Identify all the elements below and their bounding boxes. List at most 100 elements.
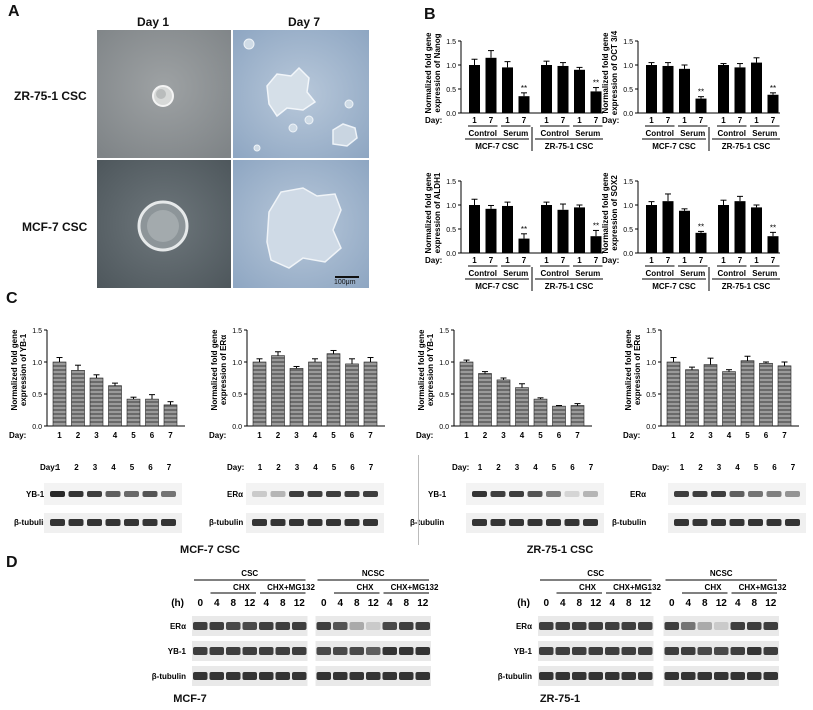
day-tick: 7 [368,431,373,440]
bar [541,65,552,113]
time-label: 12 [417,598,429,609]
blot-band [316,622,331,630]
blot-band-target [546,491,561,497]
bar [734,201,746,253]
y-tick-label: 0.0 [32,424,42,431]
time-label: 4 [685,598,691,609]
blot-band [681,672,696,680]
blot-band-loading [252,519,267,526]
blot-band [621,647,636,655]
blot-band-loading [564,519,580,526]
y-tick-label: 0.0 [623,111,633,118]
blot-band [275,672,290,680]
y-axis-label-line2: expression of YB-1 [19,333,28,406]
bar [518,96,530,113]
blot-band-loading [785,519,800,526]
bar [662,201,674,253]
group-label: NCSC [710,569,733,578]
y-axis-label-line1: Normalized fold gene [624,329,633,410]
time-unit-label: (h) [171,598,184,609]
cell-line-label: MCF-7 CSC [475,142,519,151]
bar [695,98,707,113]
row-label-zr751: ZR-75-1 CSC [14,89,87,103]
chart-oct34: 0.0 0.5 1.0 1.5 Normalized fold gene expressi… [601,30,780,151]
day-tick: 2 [690,431,695,440]
day-tick: 1 [671,431,676,440]
blot-row-label: β-tubulin [152,672,186,681]
day-tick: 1 [649,116,654,125]
bar [459,361,474,427]
day-tick: 2 [483,431,488,440]
day-tick: 7 [522,116,527,125]
day-tick: 7 [771,256,776,265]
blot-band [730,672,745,680]
day-label: Day: [425,116,442,125]
blot-day-tick: 4 [735,463,740,472]
treatment-label: CHX+MG132 [391,583,439,592]
blot-day-tick: 2 [496,463,501,472]
condition-label: Serum [503,269,528,278]
blot-target-label: YB-1 [26,490,45,499]
cell-line-label: MCF-7 CSC [652,142,696,151]
y-tick-label: 1.0 [232,360,242,367]
bar [89,377,104,427]
blot-band-target [142,491,158,497]
day-tick: 3 [708,431,713,440]
blot-loading-label: β-tubulin [612,518,646,527]
bar [666,361,681,427]
blot-band-target [344,491,360,497]
blot-band [605,672,620,680]
panel-label-c: C [6,290,18,307]
cell-line-label: ZR-75-1 CSC [545,142,594,151]
cell-line-label: ZR-75-1 CSC [722,142,771,151]
blot-day-label: Day: [40,463,57,472]
condition-label: Serum [680,129,705,138]
y-axis-label-line2: expression of Nanog [433,33,442,112]
blot-day-tick: 2 [276,463,281,472]
day-tick: 7 [561,116,566,125]
treatment-label: CHX [357,583,375,592]
blot-day-tick: 2 [698,463,703,472]
blot-day-tick: 7 [167,463,172,472]
blot-band [259,622,274,630]
cell-line-label: ZR-75-1 CSC [722,282,771,291]
time-label: 8 [354,598,360,609]
chart-zr751-yb1: 0.0 0.5 1.0 1.5 Normalized fold gene expressi… [416,328,592,440]
bar [718,65,729,113]
blot-band-target [105,491,121,497]
y-tick-label: 0.5 [32,392,42,399]
blot-day-tick: 7 [791,463,796,472]
caption-d-zr751: ZR-75-1 [539,693,581,705]
y-tick-label: 1.5 [32,328,42,335]
blot-band-loading [161,519,176,526]
blot-band [572,622,587,630]
y-axis-label-line1: Normalized fold gene [424,172,433,253]
day-label: Day: [9,431,26,440]
bar [646,205,657,253]
blot-band-target [509,491,524,497]
blot-day-tick: 1 [680,463,685,472]
blot-band-loading [363,519,378,526]
time-label: 0 [543,598,549,609]
day-tick: 6 [150,431,155,440]
condition-label: Serum [680,269,705,278]
day-tick: 1 [682,116,687,125]
blot-band [697,672,712,680]
treatment-label: CHX [705,583,723,592]
blot-band [349,622,364,630]
day-tick: 3 [501,431,506,440]
blot-band [226,672,241,680]
y-tick-label: 1.5 [446,179,456,186]
time-label: 8 [403,598,409,609]
day-tick: 7 [594,256,599,265]
cell-zr751-b [304,115,314,125]
time-label: 12 [765,598,777,609]
y-axis-label-line1: Normalized fold gene [601,172,610,253]
bar [515,387,529,427]
bar [541,205,552,253]
time-label: 8 [702,598,708,609]
bar [557,65,569,113]
cell-zr751-e [253,144,261,152]
blot-band [292,647,307,655]
